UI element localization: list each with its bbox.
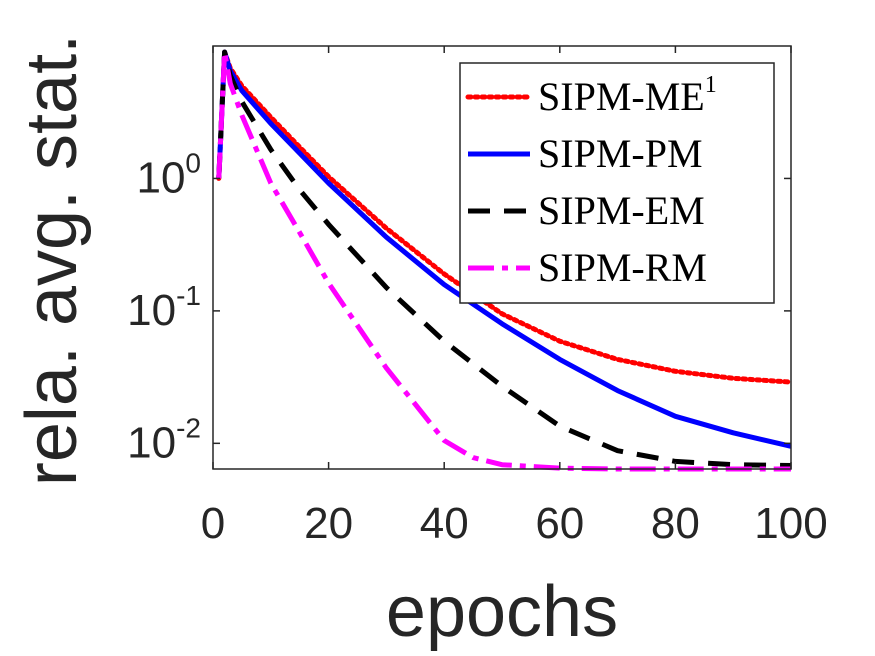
- legend-label-text: SIPM-ME: [538, 74, 705, 119]
- y-tick-base: 10: [127, 418, 176, 467]
- legend-box: [459, 62, 775, 304]
- legend-label: SIPM-PM: [538, 131, 703, 176]
- series-line-sipm-pm: [216, 49, 792, 449]
- y-tick-exponent: 0: [185, 147, 201, 178]
- legend-label: SIPM-ME1: [538, 72, 717, 119]
- legend-superscript: 1: [705, 72, 717, 98]
- series-line-sipm-em: [216, 49, 792, 468]
- y-tick-exponent: -2: [176, 412, 201, 443]
- x-tick-label: 100: [754, 499, 827, 548]
- x-tick-label: 20: [304, 499, 353, 548]
- y-tick-base: 10: [127, 286, 176, 335]
- x-axis-label: epochs: [386, 572, 618, 652]
- y-axis-label: rela. avg. stat.: [12, 34, 92, 486]
- y-tick-base: 10: [136, 153, 185, 202]
- axes-box: [212, 45, 792, 470]
- legend-label-text: SIPM-EM: [538, 188, 705, 233]
- x-tick-label: 80: [651, 499, 700, 548]
- y-tick-label: 10-1: [127, 280, 201, 335]
- legend-label: SIPM-RM: [538, 245, 707, 290]
- legend-label-text: SIPM-RM: [538, 245, 707, 290]
- y-tick-label: 10-2: [127, 412, 201, 467]
- legend-label-text: SIPM-PM: [538, 131, 703, 176]
- legend-label: SIPM-EM: [538, 188, 705, 233]
- x-tick-label: 0: [201, 499, 225, 548]
- legend: SIPM-ME1 SIPM-PM SIPM-EM SIPM-RM: [459, 62, 775, 304]
- x-tick-label: 60: [535, 499, 584, 548]
- y-tick-exponent: -1: [176, 280, 201, 311]
- x-tick-label: 40: [420, 499, 469, 548]
- y-tick-label: 100: [136, 147, 201, 202]
